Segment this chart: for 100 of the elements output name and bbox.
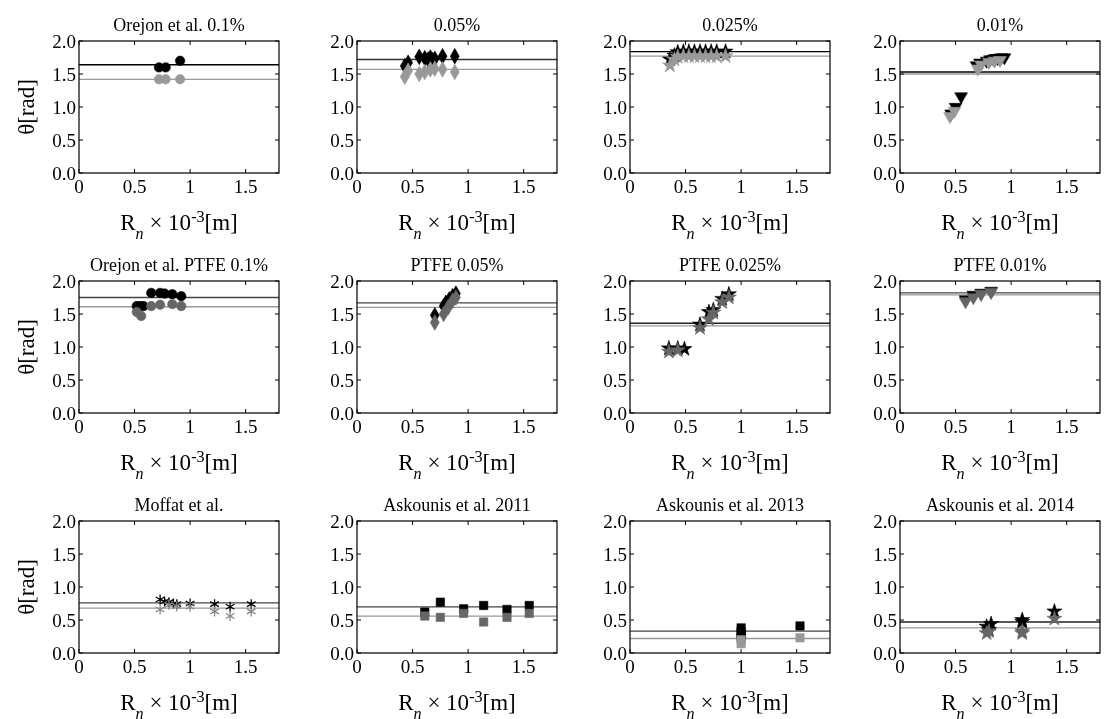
y-tick-label: 0.5	[603, 609, 627, 631]
x-tick-label: 1	[185, 656, 195, 677]
y-tick-label: 1.5	[52, 543, 76, 565]
y-tick-label: 1.0	[603, 576, 627, 598]
chart-title: PTFE 0.025%	[678, 255, 782, 275]
x-tick-label: 1	[463, 656, 473, 677]
x-tick-label: 1	[736, 656, 746, 677]
x-tick-label: 0	[74, 416, 84, 437]
x-tick-label: 1	[463, 416, 473, 437]
chart-title: Askounis et al. 2013	[656, 495, 804, 515]
y-tick-label: 1.0	[603, 336, 627, 358]
x-axis-title: R$_{n}$ × 10$^{-3}$[m]	[941, 687, 1059, 719]
y-tick-label: 2.0	[603, 510, 627, 532]
y-tick-label: 1.0	[330, 96, 354, 118]
y-tick-label: 0.5	[873, 609, 897, 631]
x-tick-label: 0.5	[673, 656, 698, 677]
chart-title: 0.025%	[702, 15, 758, 35]
y-axis-title: θ[rad]	[14, 319, 39, 375]
y-tick-label: 1.0	[52, 336, 76, 358]
x-tick-label: 1.5	[1054, 656, 1079, 677]
x-tick-label: 0	[74, 656, 84, 677]
y-tick-label: 0.0	[603, 642, 627, 664]
x-axis-title: R$_{n}$ × 10$^{-3}$[m]	[120, 687, 238, 719]
y-tick-label: 0.0	[603, 402, 627, 424]
y-tick-label: 0.5	[873, 369, 897, 391]
x-tick-label: 1.5	[1054, 416, 1079, 437]
x-tick-label: 1	[185, 176, 195, 197]
y-tick-label: 1.0	[330, 336, 354, 358]
y-tick-label: 0.5	[603, 129, 627, 151]
y-axis-title: θ[rad]	[14, 559, 39, 615]
x-tick-label: 0	[352, 416, 362, 437]
y-tick-label: 2.0	[603, 270, 627, 292]
x-axis-title: R$_{n}$ × 10$^{-3}$[m]	[120, 207, 238, 242]
x-tick-label: 0.5	[400, 176, 425, 197]
x-tick-label: 0.5	[943, 416, 968, 437]
x-tick-label: 1.5	[511, 656, 536, 677]
y-tick-label: 1.5	[330, 63, 354, 85]
y-tick-label: 2.0	[873, 510, 897, 532]
x-tick-label: 0	[895, 176, 905, 197]
y-tick-label: 0.5	[603, 369, 627, 391]
y-tick-label: 2.0	[52, 510, 76, 532]
x-tick-label: 0	[895, 416, 905, 437]
x-tick-label: 0.5	[673, 416, 698, 437]
x-axis-title: R$_{n}$ × 10$^{-3}$[m]	[398, 687, 516, 719]
y-tick-label: 1.0	[52, 96, 76, 118]
y-tick-label: 0.0	[603, 162, 627, 184]
y-axis-title: θ[rad]	[14, 79, 39, 135]
x-tick-label: 0.5	[943, 176, 968, 197]
x-tick-label: 1	[463, 176, 473, 197]
x-tick-label: 1.5	[784, 176, 809, 197]
y-tick-label: 2.0	[330, 270, 354, 292]
chart-title: Orejon et al. 0.1%	[113, 15, 245, 35]
y-tick-label: 0.5	[873, 129, 897, 151]
x-tick-label: 1.5	[1054, 176, 1079, 197]
y-tick-label: 0.5	[330, 369, 354, 391]
y-tick-label: 1.5	[52, 63, 76, 85]
x-axis-title: R$_{n}$ × 10$^{-3}$[m]	[671, 687, 789, 719]
x-tick-label: 0	[74, 176, 84, 197]
x-tick-label: 1.5	[784, 656, 809, 677]
y-tick-label: 0.5	[330, 609, 354, 631]
y-tick-label: 1.0	[603, 96, 627, 118]
x-axis-title: R$_{n}$ × 10$^{-3}$[m]	[671, 447, 789, 482]
x-tick-label: 1	[736, 176, 746, 197]
x-tick-label: 0.5	[673, 176, 698, 197]
x-tick-label: 0	[895, 656, 905, 677]
x-tick-label: 0.5	[122, 656, 147, 677]
y-tick-label: 2.0	[52, 30, 76, 52]
chart-title: Askounis et al. 2011	[383, 495, 531, 515]
x-tick-label: 0	[625, 416, 635, 437]
y-tick-label: 0.0	[330, 162, 354, 184]
y-tick-label: 2.0	[873, 270, 897, 292]
x-axis-title: R$_{n}$ × 10$^{-3}$[m]	[398, 447, 516, 482]
x-axis-title: R$_{n}$ × 10$^{-3}$[m]	[671, 207, 789, 242]
x-axis-title: R$_{n}$ × 10$^{-3}$[m]	[941, 207, 1059, 242]
y-tick-label: 1.5	[873, 63, 897, 85]
y-tick-label: 1.5	[873, 303, 897, 325]
y-tick-label: 0.5	[330, 129, 354, 151]
chart-title: PTFE 0.05%	[410, 255, 504, 275]
x-tick-label: 1	[185, 416, 195, 437]
y-tick-label: 2.0	[330, 30, 354, 52]
y-tick-label: 1.5	[603, 543, 627, 565]
chart-title: 0.05%	[433, 15, 481, 35]
y-tick-label: 0.5	[52, 369, 76, 391]
x-tick-label: 1.5	[233, 656, 258, 677]
x-axis-title: R$_{n}$ × 10$^{-3}$[m]	[398, 207, 516, 242]
y-tick-label: 1.5	[52, 303, 76, 325]
y-tick-label: 1.5	[873, 543, 897, 565]
x-axis-title: R$_{n}$ × 10$^{-3}$[m]	[120, 447, 238, 482]
x-tick-label: 1	[1006, 656, 1016, 677]
x-tick-label: 1	[1006, 416, 1016, 437]
chart-title: PTFE 0.01%	[953, 255, 1047, 275]
chart-title: Moffat et al.	[134, 495, 224, 515]
y-tick-label: 1.0	[330, 576, 354, 598]
x-tick-label: 1.5	[233, 416, 258, 437]
x-tick-label: 0	[352, 176, 362, 197]
y-tick-label: 2.0	[873, 30, 897, 52]
x-tick-label: 0.5	[122, 416, 147, 437]
x-tick-label: 0.5	[400, 416, 425, 437]
y-tick-label: 1.0	[873, 576, 897, 598]
x-tick-label: 0	[352, 656, 362, 677]
